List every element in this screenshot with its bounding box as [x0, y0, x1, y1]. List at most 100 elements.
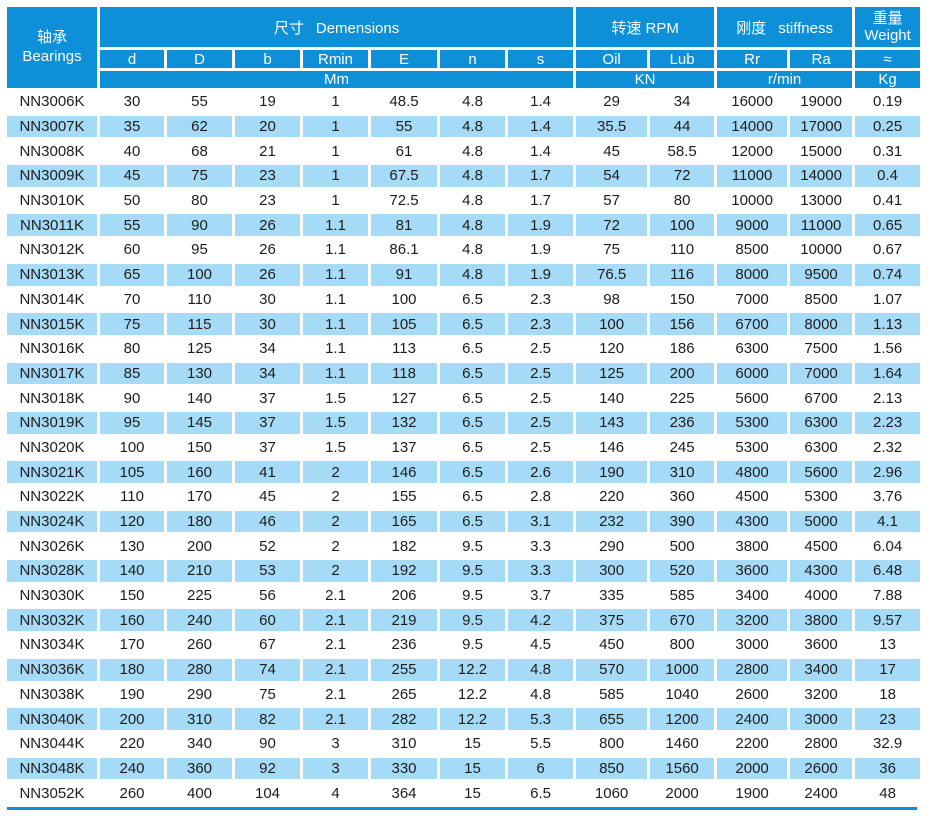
- value-cell: 2000: [714, 754, 791, 783]
- value-cell: 4500: [787, 532, 856, 561]
- value-cell: 4.8: [504, 655, 577, 684]
- value-cell: 1560: [647, 754, 718, 783]
- value-cell: 180: [97, 655, 167, 684]
- value-cell: 4.8: [437, 88, 508, 116]
- dimensions-label-en: Demensions: [315, 19, 400, 37]
- value-cell: 61: [368, 137, 440, 166]
- unit-rmin: r/min: [714, 68, 856, 91]
- value-cell: 140: [97, 557, 167, 585]
- value-cell: 75: [97, 310, 167, 338]
- value-cell: 3.3: [504, 532, 577, 561]
- value-cell: 74: [232, 655, 303, 684]
- value-cell: 310: [368, 729, 440, 758]
- value-cell: 6300: [787, 433, 856, 462]
- value-cell: 67: [232, 631, 303, 659]
- value-cell: 150: [647, 285, 718, 314]
- value-cell: 290: [164, 680, 235, 709]
- value-cell: 53: [232, 557, 303, 585]
- value-cell: 4000: [787, 581, 856, 610]
- value-cell: 310: [647, 458, 718, 486]
- value-cell: 36: [852, 754, 924, 783]
- value-cell: 200: [97, 705, 167, 733]
- value-cell: 1900: [714, 779, 791, 807]
- value-cell: 0.25: [852, 112, 924, 141]
- value-cell: 500: [647, 532, 718, 561]
- bearing-cell: NN3020K: [4, 433, 100, 462]
- table-row: NN3006K 30 55 19 1 48.5 4.8 1.4 29 34 16000 19000 0.…: [4, 88, 924, 116]
- value-cell: 2.5: [504, 334, 577, 363]
- value-cell: 85: [97, 359, 167, 388]
- value-cell: 60: [232, 606, 303, 635]
- value-cell: 118: [368, 359, 440, 388]
- value-cell: 0.65: [852, 211, 924, 240]
- value-cell: 13000: [787, 186, 856, 215]
- value-cell: 19000: [787, 88, 856, 116]
- value-cell: 15: [437, 754, 508, 783]
- bearing-cell: NN3040K: [4, 705, 100, 733]
- value-cell: 156: [647, 310, 718, 338]
- value-cell: 100: [647, 211, 718, 240]
- value-cell: 2.13: [852, 384, 924, 412]
- table-row: NN3017K 85 130 34 1.1 118 6.5 2.5 125 200 6000 7000…: [4, 359, 924, 388]
- value-cell: 48: [852, 779, 924, 807]
- table-row: NN3032K 160 240 60 2.1 219 9.5 4.2 375 670 3200 380…: [4, 606, 924, 635]
- value-cell: 375: [573, 606, 651, 635]
- value-cell: 5300: [714, 408, 791, 437]
- unit-kg: Kg: [852, 68, 924, 91]
- value-cell: 1000: [647, 655, 718, 684]
- value-cell: 54: [573, 162, 651, 190]
- value-cell: 255: [368, 655, 440, 684]
- value-cell: 2.6: [504, 458, 577, 486]
- value-cell: 0.4: [852, 162, 924, 190]
- value-cell: 4.8: [437, 186, 508, 215]
- value-cell: 2.5: [504, 384, 577, 412]
- value-cell: 1.9: [504, 236, 577, 264]
- dimensions-label-zh: 尺寸: [273, 19, 304, 37]
- value-cell: 4.5: [504, 631, 577, 659]
- value-cell: 120: [573, 334, 651, 363]
- value-cell: 17: [852, 655, 924, 684]
- value-cell: 1.7: [504, 162, 577, 190]
- value-cell: 45: [573, 137, 651, 166]
- value-cell: 3: [300, 729, 371, 758]
- stiffness-group-header: 刚度 stiffness: [714, 4, 856, 50]
- bearing-cell: NN3022K: [4, 483, 100, 511]
- rpm-label-zh: 转速: [611, 19, 642, 37]
- value-cell: 67.5: [368, 162, 440, 190]
- value-cell: 3.76: [852, 483, 924, 511]
- weight-label-en: Weight: [864, 27, 911, 44]
- value-cell: 6700: [787, 384, 856, 412]
- table-row: NN3036K 180 280 74 2.1 255 12.2 4.8 570 1000 2800 3…: [4, 655, 924, 684]
- value-cell: 3000: [714, 631, 791, 659]
- bearings-column-header: 轴承 Bearings: [4, 4, 100, 91]
- value-cell: 6.5: [437, 458, 508, 486]
- value-cell: 2400: [787, 779, 856, 807]
- table-row: NN3008K 40 68 21 1 61 4.8 1.4 45 58.5 12000 15000 0.…: [4, 137, 924, 166]
- value-cell: 7000: [787, 359, 856, 388]
- value-cell: 8000: [787, 310, 856, 338]
- rpm-label-en: RPM: [645, 19, 679, 37]
- value-cell: 2: [300, 557, 371, 585]
- value-cell: 115: [164, 310, 235, 338]
- value-cell: 5300: [787, 483, 856, 511]
- header-columns-row: d D b Rmin E n s Oil Lub Rr Ra ≈: [6, 47, 924, 71]
- value-cell: 220: [573, 483, 651, 511]
- value-cell: 23: [232, 162, 303, 190]
- value-cell: 5600: [714, 384, 791, 412]
- value-cell: 30: [97, 88, 167, 116]
- col-header-D: D: [164, 47, 235, 71]
- value-cell: 1: [300, 88, 371, 116]
- value-cell: 655: [573, 705, 651, 733]
- value-cell: 110: [97, 483, 167, 511]
- value-cell: 1.4: [504, 88, 577, 116]
- value-cell: 8500: [714, 236, 791, 264]
- value-cell: 3800: [787, 606, 856, 635]
- bearing-cell: NN3038K: [4, 680, 100, 709]
- value-cell: 219: [368, 606, 440, 635]
- value-cell: 110: [164, 285, 235, 314]
- value-cell: 10000: [714, 186, 791, 215]
- value-cell: 3200: [787, 680, 856, 709]
- bearing-cell: NN3026K: [4, 532, 100, 561]
- value-cell: 190: [573, 458, 651, 486]
- table-bottom-border: [7, 806, 917, 810]
